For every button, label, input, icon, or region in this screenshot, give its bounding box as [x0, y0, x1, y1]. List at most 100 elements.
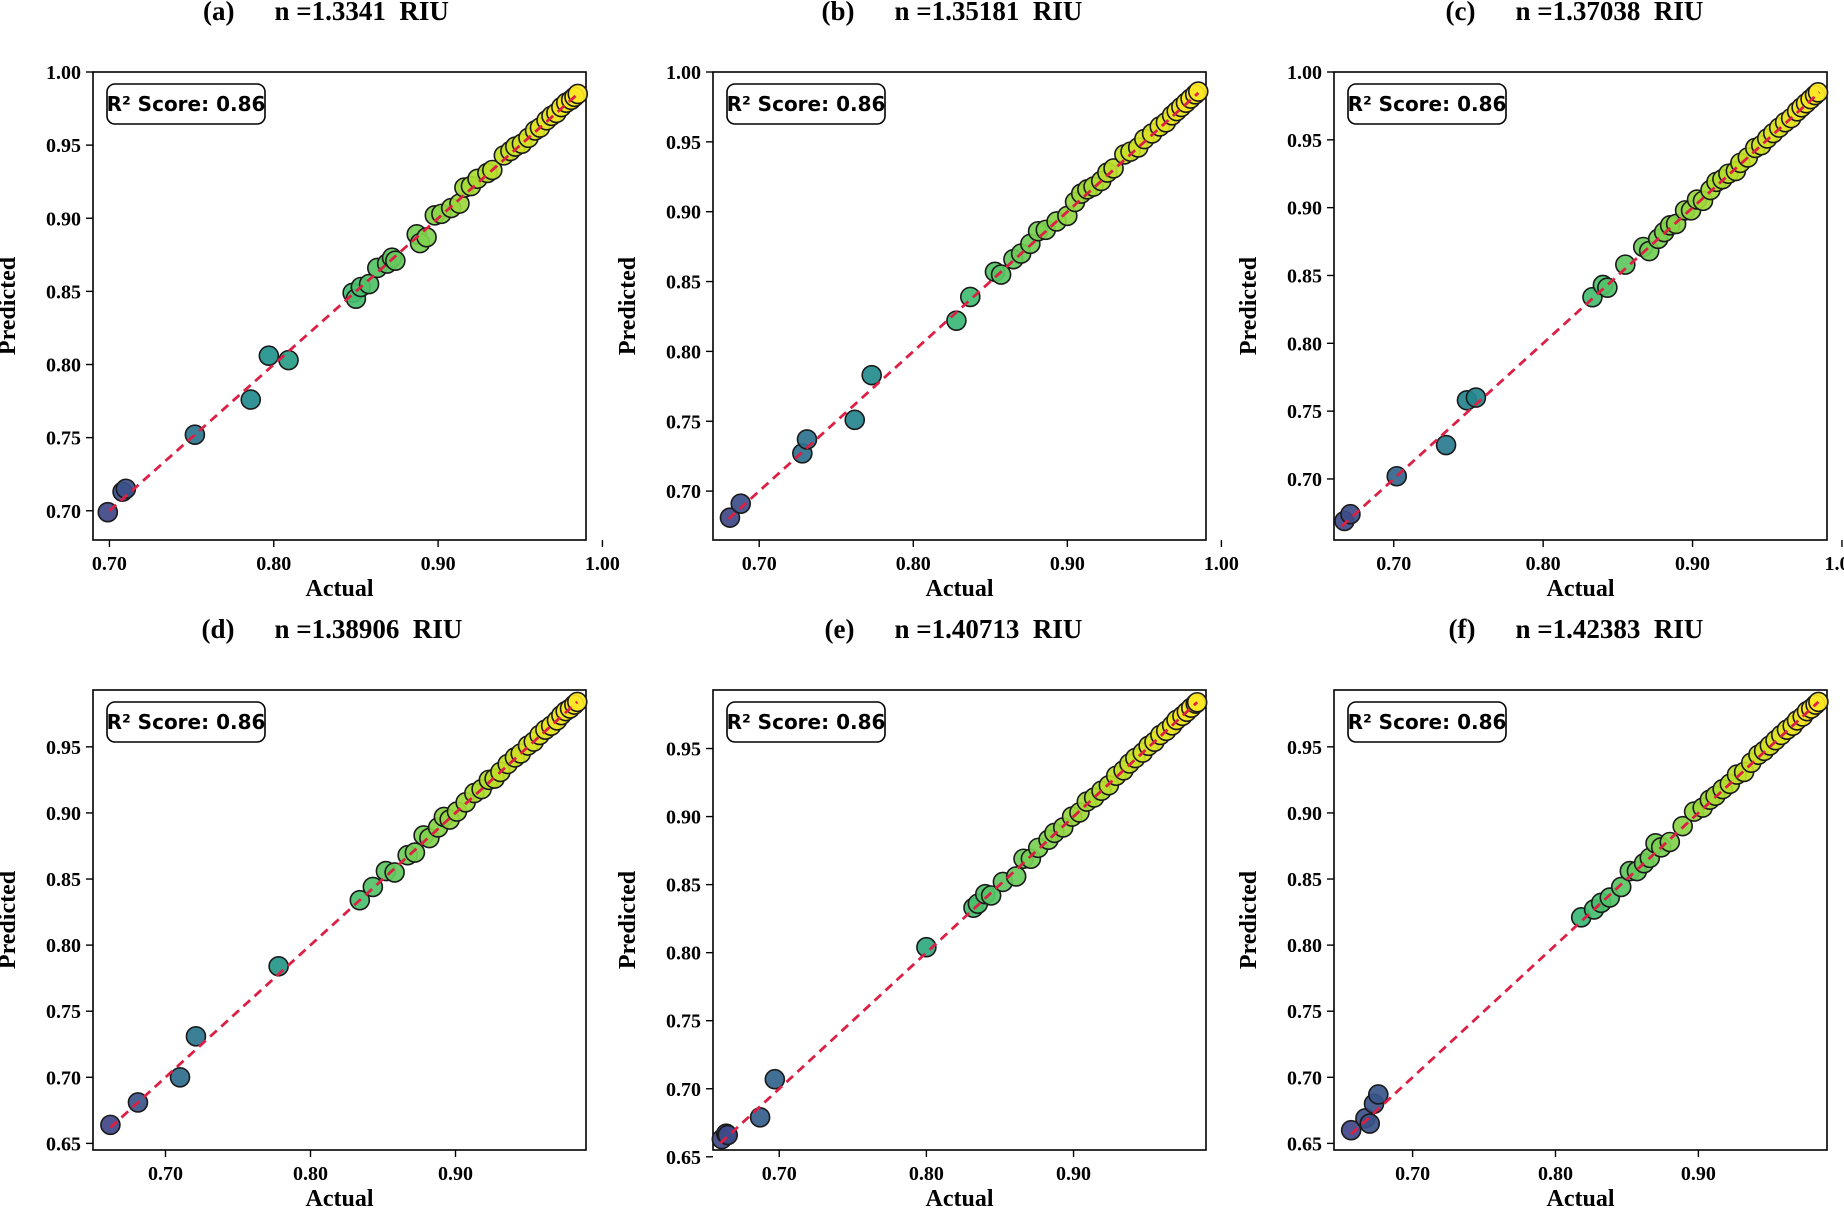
data-point: [980, 885, 1002, 906]
y-tick-label: 0.95: [46, 737, 81, 759]
scatter-panel: (b) n =1.35181 RIU 0.70 0.80 0.90 1.00 0.70 0.7…: [615, 0, 1239, 602]
data-point: [1465, 387, 1487, 408]
data-point: [169, 1066, 191, 1088]
x-tick-label: 0.80: [293, 1163, 328, 1185]
scatter-panel: (a) n =1.3341 RIU 0.70 0.80 0.90 1.00 0.70 0.75…: [0, 0, 620, 602]
reference-line: [109, 700, 579, 1129]
data-point: [749, 1107, 771, 1128]
data-point: [185, 1026, 207, 1047]
x-tick-label: 0.90: [1050, 553, 1085, 575]
panel-label: (b): [822, 0, 855, 26]
score-box: [106, 701, 266, 743]
scatter-points: [1334, 82, 1829, 532]
data-point: [1340, 1119, 1362, 1141]
scatter-panel: (d) n =1.38906 RIU 0.70 0.80 0.90 0.65 0.70 0.7…: [0, 614, 588, 1212]
x-tick-label: 0.70: [742, 553, 777, 575]
data-point: [358, 273, 380, 295]
r2-score-label: R² Score: 0.86: [107, 710, 266, 734]
data-point: [844, 409, 866, 431]
y-tick-label: 0.80: [46, 935, 81, 957]
y-axis-label: Predicted: [0, 870, 21, 969]
data-point: [1659, 831, 1681, 853]
y-tick-label: 0.85: [1287, 869, 1322, 891]
x-tick-label: 0.90: [421, 553, 456, 575]
y-tick-label: 0.75: [1287, 401, 1322, 423]
data-point: [990, 264, 1012, 285]
x-tick-label: 0.80: [256, 553, 291, 575]
x-tick-label: 1.00: [585, 553, 620, 575]
score-box: [1347, 83, 1507, 125]
y-tick-label: 0.90: [46, 208, 81, 230]
y-tick-label: 0.75: [666, 411, 701, 433]
panel-title: n =1.42383 RIU: [1516, 614, 1704, 644]
scatter-panel: (f) n =1.42383 RIU 0.70 0.80 0.90 0.65 0.70 0.7…: [1236, 614, 1829, 1212]
reference-line: [1340, 91, 1821, 528]
reference-line: [1350, 700, 1820, 1136]
x-tick-label: 0.70: [1376, 553, 1411, 575]
data-point: [416, 226, 437, 248]
axes-frame: [1333, 689, 1828, 1151]
x-tick-label: 0.80: [1526, 553, 1561, 575]
y-tick-label: 0.80: [1287, 333, 1322, 355]
x-tick-label: 1.00: [1824, 553, 1844, 575]
y-tick-label: 0.65: [46, 1133, 81, 1155]
data-point: [959, 286, 981, 308]
score-box: [726, 701, 886, 743]
data-point: [1597, 277, 1618, 298]
reference-line: [108, 92, 579, 512]
data-point: [764, 1068, 786, 1090]
axes-frame: [712, 689, 1207, 1151]
data-point: [100, 1114, 121, 1136]
r2-score-label: R² Score: 0.86: [1348, 710, 1507, 734]
y-tick-label: 0.85: [46, 281, 81, 303]
y-tick-label: 1.00: [666, 62, 701, 84]
data-point: [916, 936, 937, 958]
x-tick-label: 1.00: [1204, 553, 1239, 575]
panel-label: (f): [1449, 614, 1476, 644]
data-point: [730, 493, 752, 514]
x-tick-label: 0.90: [438, 1163, 473, 1185]
panel-label: (e): [825, 614, 855, 644]
y-tick-label: 0.95: [1287, 737, 1322, 759]
x-axis-label: Actual: [306, 1186, 374, 1212]
axes-frame: [712, 71, 1207, 541]
x-tick-label: 0.70: [92, 553, 127, 575]
y-tick-label: 0.95: [46, 135, 81, 157]
y-tick-label: 0.90: [666, 202, 701, 224]
reference-line: [727, 91, 1200, 521]
y-tick-label: 0.90: [1287, 198, 1322, 220]
y-tick-label: 0.80: [666, 341, 701, 363]
x-axis-label: Actual: [306, 576, 374, 602]
data-point: [1615, 254, 1636, 275]
y-tick-label: 0.90: [1287, 803, 1322, 825]
data-point: [1367, 1084, 1389, 1105]
y-tick-label: 0.85: [1287, 265, 1322, 287]
panel-label: (c): [1446, 0, 1476, 26]
data-point: [278, 349, 299, 371]
y-tick-label: 0.70: [666, 1079, 701, 1101]
scatter-points: [1340, 691, 1829, 1141]
x-tick-label: 0.80: [1538, 1163, 1573, 1185]
data-point: [1187, 81, 1209, 102]
panel-title: n =1.40713 RIU: [895, 614, 1083, 644]
data-point: [385, 250, 406, 271]
score-box: [726, 83, 886, 125]
axes-frame: [92, 71, 587, 541]
y-tick-label: 0.85: [46, 869, 81, 891]
data-point: [1610, 876, 1632, 898]
y-tick-label: 0.95: [666, 739, 701, 761]
r2-score-label: R² Score: 0.86: [107, 92, 266, 116]
r2-score-label: R² Score: 0.86: [1348, 92, 1507, 116]
y-tick-label: 0.75: [666, 1011, 701, 1033]
reference-line: [719, 701, 1199, 1145]
x-axis-label: Actual: [926, 1186, 994, 1212]
y-axis-label: Predicted: [615, 870, 641, 969]
x-tick-label: 0.90: [1681, 1163, 1716, 1185]
y-axis-label: Predicted: [0, 256, 21, 355]
data-point: [1005, 866, 1027, 887]
y-axis-label: Predicted: [1236, 256, 1262, 355]
x-axis-label: Actual: [926, 576, 994, 602]
x-axis-label: Actual: [1547, 576, 1615, 602]
x-tick-label: 0.70: [1395, 1163, 1430, 1185]
